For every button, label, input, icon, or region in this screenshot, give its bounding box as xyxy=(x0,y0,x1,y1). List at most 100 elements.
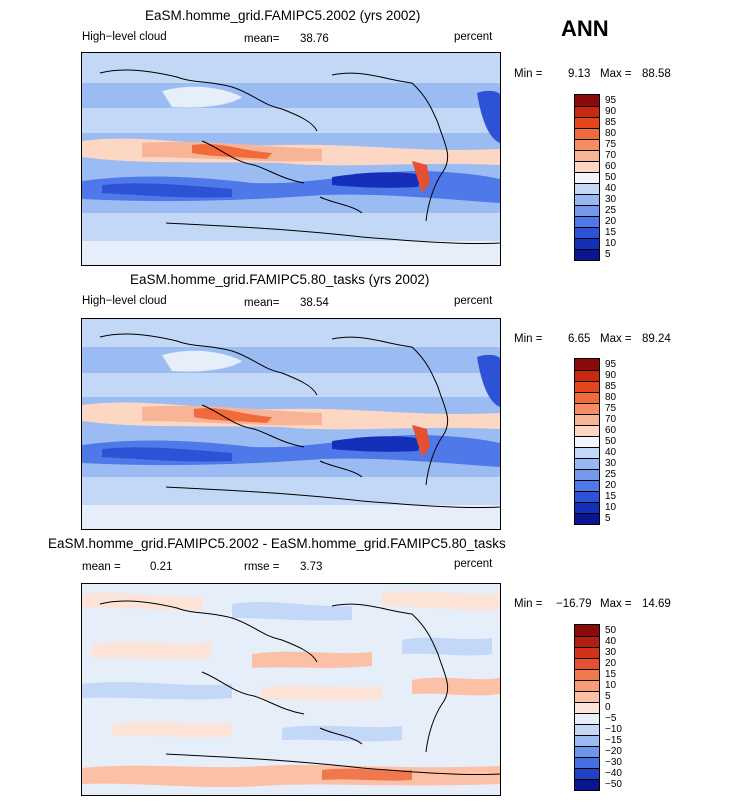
colorbar-tick-label: 10 xyxy=(605,679,617,691)
colorbar-swatch xyxy=(575,238,599,249)
panel2-units: percent xyxy=(454,295,493,307)
colorbar-tick-label: 70 xyxy=(605,413,617,425)
colorbar-swatch xyxy=(575,669,599,680)
season-label: ANN xyxy=(561,16,609,41)
colorbar-tick-label: 90 xyxy=(605,369,617,381)
colorbar-tick-label: 50 xyxy=(605,435,617,447)
panel3-min-label: Min = xyxy=(514,598,543,610)
colorbar-tick-label: 20 xyxy=(605,215,617,227)
panel1-units: percent xyxy=(454,31,493,43)
panel2-mean-label: mean= xyxy=(244,297,280,309)
colorbar-swatch xyxy=(575,205,599,216)
colorbar-swatch xyxy=(575,414,599,425)
colorbar-tick-label: 15 xyxy=(605,668,617,680)
colorbar-tick-label: 50 xyxy=(605,171,617,183)
panel2-mean-value: 38.54 xyxy=(300,297,329,309)
colorbar-tick-label: 95 xyxy=(605,358,617,370)
colorbar-tick-label: 5 xyxy=(605,248,611,260)
colorbar-swatch xyxy=(575,227,599,238)
colorbar-swatch xyxy=(575,161,599,172)
colorbar-tick-label: −5 xyxy=(605,712,617,724)
panel3-units: percent xyxy=(454,558,493,570)
colorbar-swatch xyxy=(575,735,599,746)
panel3-min-value: −16.79 xyxy=(556,598,592,610)
colorbar-swatch xyxy=(575,658,599,669)
panel2-max-label: Max = xyxy=(600,333,632,345)
colorbar-tick-label: 25 xyxy=(605,204,617,216)
colorbar-tick-label: −10 xyxy=(605,723,622,735)
colorbar-swatch xyxy=(575,392,599,403)
panel3-rmse-label: rmse = xyxy=(244,561,280,573)
panel3-max-value: 14.69 xyxy=(642,598,671,610)
panel1-colorbar xyxy=(574,94,600,261)
colorbar-tick-label: −20 xyxy=(605,745,622,757)
panel3-rmse-value: 3.73 xyxy=(300,561,323,573)
colorbar-swatch xyxy=(575,757,599,768)
colorbar-tick-label: 80 xyxy=(605,127,617,139)
colorbar-swatch xyxy=(575,647,599,658)
colorbar-swatch xyxy=(575,249,599,260)
colorbar-swatch xyxy=(575,150,599,161)
colorbar-swatch xyxy=(575,183,599,194)
colorbar-tick-label: 15 xyxy=(605,490,617,502)
colorbar-tick-label: 40 xyxy=(605,635,617,647)
colorbar-tick-label: −40 xyxy=(605,767,622,779)
colorbar-tick-label: −30 xyxy=(605,756,622,768)
colorbar-swatch xyxy=(575,359,599,370)
panel2-colorbar xyxy=(574,358,600,525)
colorbar-swatch xyxy=(575,779,599,790)
colorbar-swatch xyxy=(575,458,599,469)
colorbar-swatch xyxy=(575,625,599,636)
panel1-variable: High−level cloud xyxy=(82,31,167,43)
colorbar-tick-label: 30 xyxy=(605,457,617,469)
colorbar-swatch xyxy=(575,436,599,447)
colorbar-swatch xyxy=(575,370,599,381)
colorbar-swatch xyxy=(575,381,599,392)
panel3-field xyxy=(82,584,500,795)
colorbar-swatch xyxy=(575,117,599,128)
colorbar-tick-label: 80 xyxy=(605,391,617,403)
colorbar-swatch xyxy=(575,502,599,513)
colorbar-swatch xyxy=(575,680,599,691)
colorbar-swatch xyxy=(575,403,599,414)
colorbar-swatch xyxy=(575,713,599,724)
colorbar-tick-label: 70 xyxy=(605,149,617,161)
colorbar-swatch xyxy=(575,95,599,106)
colorbar-tick-label: 60 xyxy=(605,160,617,172)
colorbar-swatch xyxy=(575,491,599,502)
panel1-min-label: Min = xyxy=(514,68,543,80)
colorbar-swatch xyxy=(575,702,599,713)
panel1-mean-value: 38.76 xyxy=(300,33,329,45)
panel2-min-value: 6.65 xyxy=(568,333,591,345)
panel3-max-label: Max = xyxy=(600,598,632,610)
panel3-mean-value: 0.21 xyxy=(150,561,173,573)
colorbar-tick-label: 30 xyxy=(605,646,617,658)
colorbar-tick-label: 85 xyxy=(605,380,617,392)
colorbar-tick-label: 20 xyxy=(605,657,617,669)
colorbar-swatch xyxy=(575,139,599,150)
panel1-max-value: 88.58 xyxy=(642,68,671,80)
colorbar-swatch xyxy=(575,194,599,205)
panel1-title: EaSM.homme_grid.FAMIPC5.2002 (yrs 2002) xyxy=(145,8,421,23)
colorbar-swatch xyxy=(575,724,599,735)
panel3-title: EaSM.homme_grid.FAMIPC5.2002 - EaSM.homm… xyxy=(48,536,506,551)
colorbar-tick-label: 95 xyxy=(605,94,617,106)
panel3-colorbar xyxy=(574,624,600,791)
colorbar-tick-label: 50 xyxy=(605,624,617,636)
colorbar-tick-label: −15 xyxy=(605,734,622,746)
colorbar-swatch xyxy=(575,513,599,524)
colorbar-tick-label: 40 xyxy=(605,446,617,458)
panel2-min-label: Min = xyxy=(514,333,543,345)
colorbar-swatch xyxy=(575,106,599,117)
colorbar-swatch xyxy=(575,425,599,436)
colorbar-swatch xyxy=(575,691,599,702)
colorbar-swatch xyxy=(575,172,599,183)
colorbar-swatch xyxy=(575,128,599,139)
colorbar-swatch xyxy=(575,746,599,757)
colorbar-swatch xyxy=(575,768,599,779)
colorbar-tick-label: 60 xyxy=(605,424,617,436)
colorbar-swatch xyxy=(575,447,599,458)
colorbar-tick-label: 5 xyxy=(605,690,611,702)
panel1-mean-label: mean= xyxy=(244,33,280,45)
panel2-field xyxy=(82,319,500,529)
